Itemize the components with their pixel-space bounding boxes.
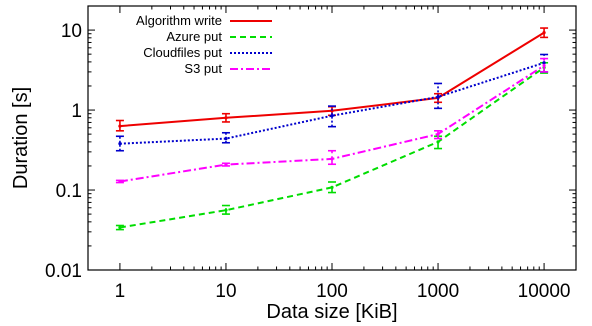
- legend-label: Azure put: [166, 29, 222, 44]
- error-bar: [221, 162, 230, 167]
- data-point: [330, 157, 334, 161]
- x-axis-title: Data size [KiB]: [266, 301, 397, 323]
- error-bar: [115, 119, 124, 132]
- data-point: [542, 61, 546, 65]
- data-point: [330, 185, 334, 189]
- error-bar: [115, 224, 124, 231]
- series-layer: [115, 27, 549, 231]
- y-tick-label: 0.1: [56, 181, 82, 202]
- x-tick-label: 1: [115, 281, 126, 302]
- error-bar: [434, 82, 443, 110]
- legend-entry: Cloudfiles put: [143, 45, 272, 60]
- series-s3-put: [115, 57, 549, 184]
- x-tick-label: 100: [316, 281, 348, 302]
- y-tick-label: 10: [61, 21, 82, 42]
- data-point: [330, 114, 334, 118]
- x-tick-label: 10: [215, 281, 236, 302]
- ticks-layer: 1 10 100 1000 10000 0.01 0.1 1 10: [45, 5, 576, 302]
- data-point: [542, 63, 546, 68]
- data-point: [224, 116, 228, 120]
- legend-label: S3 put: [184, 61, 222, 76]
- error-bar: [540, 57, 549, 73]
- error-bar: [328, 149, 336, 166]
- legend-label: Algorithm write: [136, 13, 222, 28]
- data-point: [118, 124, 122, 128]
- y-tick-label: 1: [71, 101, 82, 122]
- series-cloudfiles-put: [115, 53, 549, 152]
- error-bar: [221, 204, 230, 215]
- data-point: [118, 225, 122, 230]
- legend-entry: Azure put: [166, 29, 272, 44]
- legend-entry: S3 put: [184, 61, 272, 76]
- x-tick-label: 10000: [518, 281, 571, 302]
- y-axis-title: Duration [s]: [10, 87, 32, 189]
- error-bar: [221, 131, 230, 144]
- data-point: [436, 140, 440, 144]
- data-point: [224, 208, 228, 212]
- error-bar: [115, 135, 124, 152]
- x-tick-label: 1000: [417, 281, 459, 302]
- data-point: [224, 162, 228, 167]
- error-bar: [328, 105, 336, 128]
- error-bar: [434, 130, 443, 140]
- data-point: [436, 95, 440, 99]
- series-azure-put: [115, 61, 549, 231]
- series-line: [119, 66, 545, 229]
- legend-entry: Algorithm write: [136, 13, 272, 28]
- data-point: [436, 132, 440, 136]
- error-bar: [115, 179, 124, 184]
- error-bar: [221, 112, 230, 123]
- error-bar: [540, 27, 549, 39]
- data-point: [118, 142, 122, 146]
- error-bar: [328, 181, 336, 194]
- legend-label: Cloudfiles put: [143, 45, 222, 60]
- series-algorithm-write: [115, 27, 549, 132]
- data-point: [224, 136, 228, 141]
- data-point: [118, 179, 122, 184]
- y-tick-label: 0.01: [45, 261, 82, 282]
- data-point: [542, 30, 546, 35]
